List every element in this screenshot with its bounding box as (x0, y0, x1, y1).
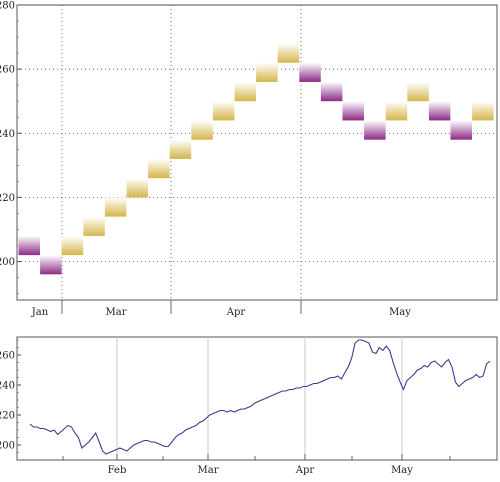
renko-brick-down (18, 235, 40, 256)
renko-brick-down (450, 120, 472, 140)
renko-brick-up (277, 43, 300, 63)
y-tick-label: 280 (0, 1, 15, 12)
x-month-label: Mar (106, 307, 127, 318)
renko-brick-up (83, 216, 105, 236)
y-tick-label: 200 (0, 257, 15, 268)
renko-panel: 200 220 240 260 280 Jan Mar Apr May (0, 1, 498, 318)
y-tick-label: 200 (0, 441, 15, 452)
renko-brick-up (256, 62, 278, 82)
renko-brick-down (320, 81, 343, 102)
renko-brick-down (428, 101, 451, 121)
x-month-label: Mar (198, 465, 219, 476)
x-month-label: May (389, 307, 411, 318)
renko-brick-up (148, 158, 170, 179)
renko-brick-up (126, 178, 148, 198)
renko-brick-down (299, 62, 321, 82)
renko-brick-up (234, 81, 256, 102)
plot-frame (16, 336, 498, 461)
renko-brick-up (212, 101, 235, 121)
x-month-label: May (391, 465, 413, 476)
renko-brick-down (342, 101, 364, 121)
renko-brick-down (364, 120, 386, 140)
x-month-label: Feb (108, 465, 127, 476)
x-month-label: Apr (295, 465, 315, 476)
renko-brick-up (169, 139, 192, 159)
renko-brick-up (407, 81, 429, 102)
y-tick-label: 240 (0, 129, 15, 140)
x-month-label: Apr (226, 307, 246, 318)
y-tick-label: 260 (0, 351, 15, 362)
renko-brick-down (40, 255, 62, 275)
plot-frame (16, 4, 498, 301)
price-series-line (29, 339, 491, 455)
y-tick-label: 220 (0, 411, 15, 422)
y-tick-label: 220 (0, 193, 15, 204)
y-tick-label: 240 (0, 381, 15, 392)
x-month-label: Jan (31, 307, 49, 318)
renko-brick-up (472, 101, 494, 121)
price-line-panel: Feb Mar Apr May 200 220 240 260 (0, 336, 498, 476)
renko-brick-up (61, 235, 84, 256)
renko-brick-up (191, 120, 213, 140)
y-tick-label: 260 (0, 65, 15, 76)
renko-brick-up (104, 197, 127, 217)
renko-brick-up (385, 101, 408, 121)
